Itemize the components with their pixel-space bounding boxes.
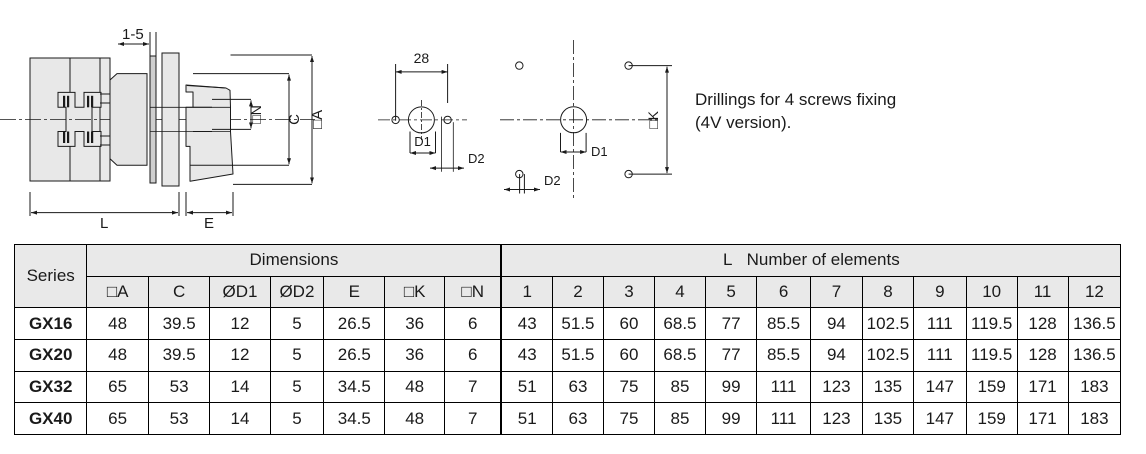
- svg-text:E: E: [204, 215, 214, 232]
- svg-text:1-5: 1-5: [122, 26, 144, 43]
- svg-text:□N: □N: [248, 105, 264, 124]
- svg-text:L: L: [100, 215, 108, 232]
- svg-text:C: C: [286, 114, 303, 125]
- svg-text:□A: □A: [309, 110, 326, 129]
- svg-text:D2: D2: [468, 151, 485, 166]
- svg-text:Drillings for 4 screws fixing: Drillings for 4 screws fixing: [695, 90, 896, 109]
- svg-text:28: 28: [414, 50, 430, 66]
- svg-text:(4V version).: (4V version).: [695, 113, 791, 132]
- svg-text:D1: D1: [414, 134, 431, 149]
- svg-text:D2: D2: [544, 173, 561, 188]
- svg-text:□K: □K: [645, 110, 661, 128]
- svg-text:D1: D1: [591, 144, 608, 159]
